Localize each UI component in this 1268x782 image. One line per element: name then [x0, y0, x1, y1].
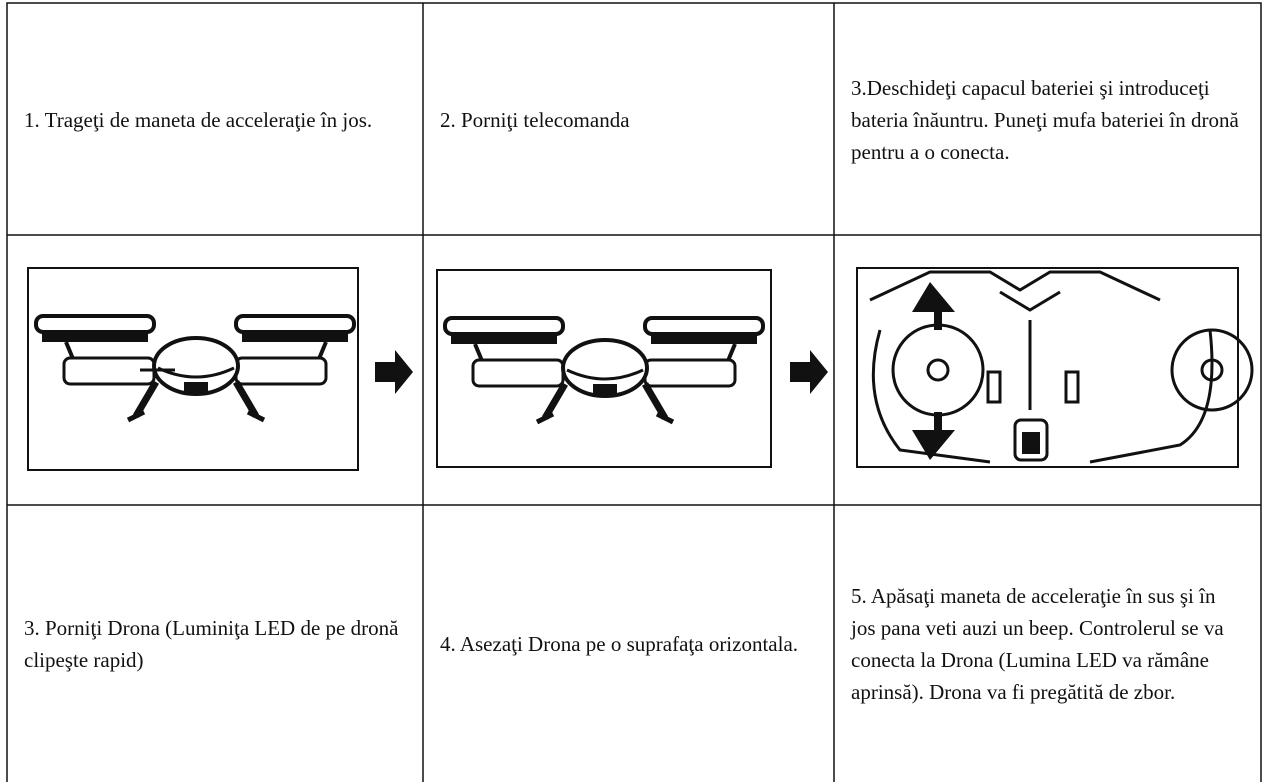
cell-text: 5. Apăsaţi maneta de acceleraţie în sus … [851, 584, 1224, 704]
cell-text: 4. Asezaţi Drona pe o suprafaţa orizonta… [440, 632, 799, 656]
cell-text: 1. Trageţi de maneta de acceleraţie în j… [24, 107, 373, 132]
cell-text: 2. Porniţi telecomanda [440, 107, 630, 132]
cell-text: 3. Porniţi Drona (Luminiţa LED de pe dro… [24, 616, 399, 672]
cell-text: 3.Deschideţi capacul bateriei şi introdu… [851, 75, 1239, 164]
